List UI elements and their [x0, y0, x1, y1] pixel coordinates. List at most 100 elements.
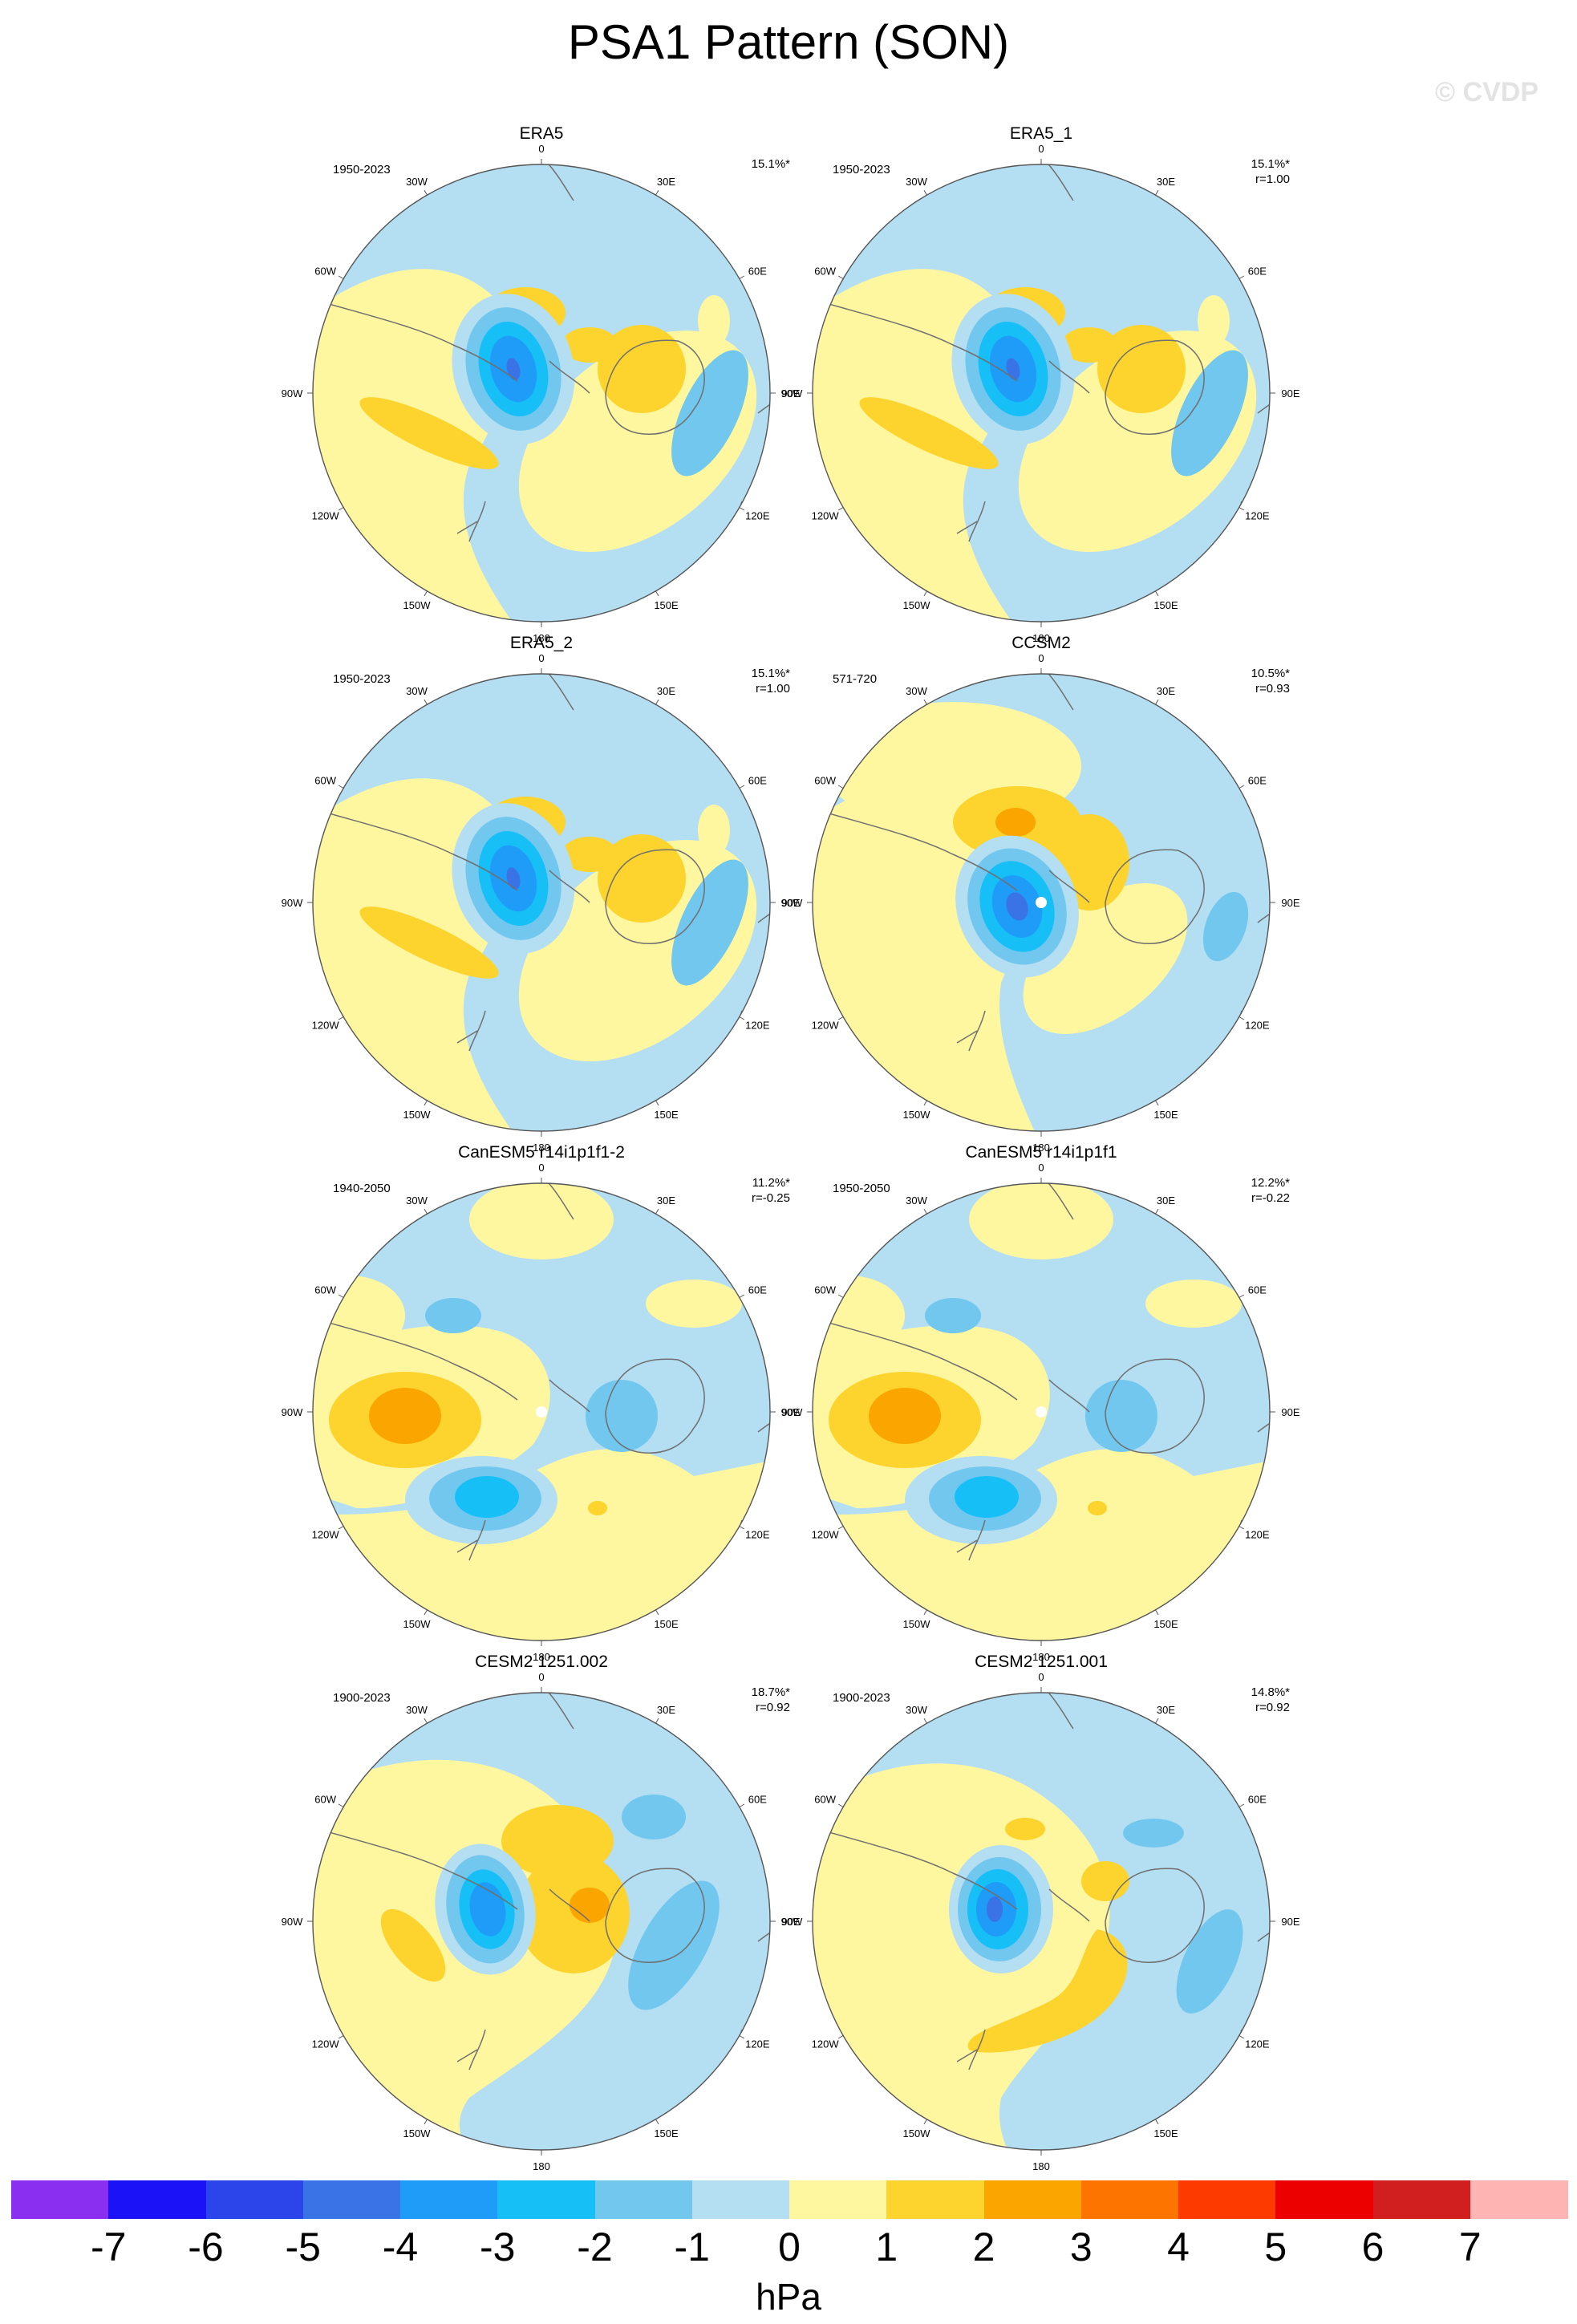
lon-label-w60: 60W [314, 1794, 336, 1806]
map-panel: 0 30E 60E 90E 120E 150E 180 150W 120W 90W 60W 30W CE… [760, 1653, 1322, 2172]
negative-anomaly-1hpa [628, 1880, 720, 2010]
colorbar-segment [1372, 2180, 1471, 2219]
lon-label-e120: 120E [745, 2038, 770, 2050]
lon-label-e30: 30E [657, 1194, 675, 1207]
panel-stats: 12.2%* r=-0.22 [1251, 1175, 1290, 1206]
contour-field [313, 1693, 770, 2150]
coastline [813, 296, 1018, 382]
coastline [533, 164, 574, 201]
lon-tick [1155, 699, 1159, 705]
lon-label-w150: 150W [903, 599, 931, 611]
lon-label-e90: 90E [781, 387, 800, 400]
panel-stats: 18.7%* r=0.92 [752, 1685, 790, 1715]
lon-label-e150: 150E [654, 2127, 679, 2139]
panel-title: CanESM5 r14i1p1f1 [965, 1143, 1117, 1162]
lon-tick [338, 1294, 344, 1298]
lon-label-s: 180 [533, 632, 550, 644]
coastline [456, 501, 486, 542]
negative-anomaly-1hpa [1202, 891, 1249, 962]
lon-label-w120: 120W [812, 1529, 840, 1541]
colorbar-segment [1470, 2180, 1568, 2219]
positive-anomaly-1hpa [1005, 1818, 1045, 1840]
lon-label-e30: 30E [1157, 685, 1175, 697]
lon-label-n: 0 [1038, 652, 1044, 664]
colorbar-segment [205, 2180, 304, 2219]
colorbar-segment [983, 2180, 1082, 2219]
panel-title: ERA5_2 [509, 634, 574, 652]
negative-anomaly-5hpa [506, 867, 521, 890]
pattern-correlation: r=1.00 [1255, 172, 1290, 186]
lon-label-e150: 150E [654, 1618, 679, 1630]
lon-label-w150: 150W [903, 2127, 931, 2139]
positive-anomaly-1hpa [1097, 325, 1186, 413]
lon-label-w60: 60W [814, 266, 836, 278]
explained-variance: 15.1%* [751, 667, 790, 680]
lon-label-w120: 120W [812, 2038, 840, 2050]
lon-label-e120: 120E [745, 510, 770, 522]
coastline [757, 898, 770, 923]
lon-tick [1238, 275, 1245, 279]
positive-region [469, 1183, 614, 1259]
lon-label-w150: 150W [403, 599, 432, 611]
positive-anomaly-1hpa [598, 834, 686, 923]
negative-region [570, 213, 666, 269]
lon-label-w30: 30W [906, 176, 927, 188]
lon-label-e150: 150E [1153, 599, 1178, 611]
lon-label-e30: 30E [657, 1704, 675, 1716]
coastline [757, 388, 770, 414]
lon-tick [923, 1609, 927, 1616]
negative-anomaly-5hpa [987, 1896, 1003, 1922]
panel-title: CESM2 1251.002 [475, 1653, 608, 1671]
contour-field [813, 1183, 1270, 1641]
map-panel: 0 30E 60E 90E 120E 150E 180 150W 120W 90W 60W 30W Ca… [760, 1143, 1322, 1663]
colorbar-segment [691, 2180, 790, 2219]
lon-label-w120: 120W [312, 1529, 340, 1541]
negative-anomaly-3hpa [455, 1476, 519, 1518]
negative-anomaly-1hpa [1176, 1909, 1243, 2014]
negative-anomaly-1hpa [622, 1795, 686, 1839]
colorbar-tick-label: 0 [778, 2225, 801, 2269]
negative-region [570, 722, 666, 778]
panel-title: CCSM2 [1011, 634, 1071, 652]
lon-label-e150: 150E [1153, 1618, 1178, 1630]
coastline [1105, 339, 1205, 435]
positive-region [698, 805, 730, 856]
contour-field [813, 674, 1270, 1131]
coastline [1105, 1358, 1205, 1454]
panel-period: 1950-2023 [833, 163, 890, 176]
lon-label-s: 180 [533, 1651, 550, 1663]
lon-label-e90: 90E [1281, 897, 1299, 909]
map-panel: 0 30E 60E 90E 120E 150E 180 150W 120W 90W 60W 30W CE… [261, 1653, 822, 2172]
lon-tick [1238, 785, 1245, 789]
positive-anomaly-2hpa [869, 1388, 941, 1444]
lon-tick [739, 1803, 745, 1807]
colorbar-tick-label: -3 [480, 2225, 516, 2269]
lon-tick [1238, 507, 1245, 511]
lon-tick [739, 507, 745, 511]
panel-period: 1950-2050 [833, 1182, 890, 1195]
lon-tick [655, 189, 659, 196]
colorbar-segment [789, 2180, 887, 2219]
coastline [956, 2029, 986, 2071]
lon-label-s: 180 [1032, 2160, 1050, 2172]
lon-label-e60: 60E [1248, 1284, 1267, 1296]
lon-label-w90: 90W [282, 387, 303, 400]
coastline [533, 1183, 574, 1220]
lon-tick [424, 1208, 428, 1215]
positive-anomaly-1hpa [1088, 1501, 1107, 1515]
coastline [533, 1693, 574, 1730]
lon-tick [655, 590, 659, 597]
coastline [757, 1407, 770, 1433]
lon-label-s: 180 [533, 1142, 550, 1154]
lon-tick [837, 1016, 844, 1020]
lon-label-w150: 150W [403, 1618, 432, 1630]
lon-label-e60: 60E [1248, 1794, 1267, 1806]
lon-label-w90: 90W [282, 1406, 303, 1418]
negative-anomaly-1hpa [671, 350, 748, 477]
coastline [1032, 674, 1074, 711]
colorbar-segment [302, 2180, 401, 2219]
panel-period: 571-720 [833, 672, 878, 686]
coastline [1048, 1888, 1090, 1922]
lon-label-w30: 30W [406, 176, 428, 188]
lon-tick [424, 699, 428, 705]
